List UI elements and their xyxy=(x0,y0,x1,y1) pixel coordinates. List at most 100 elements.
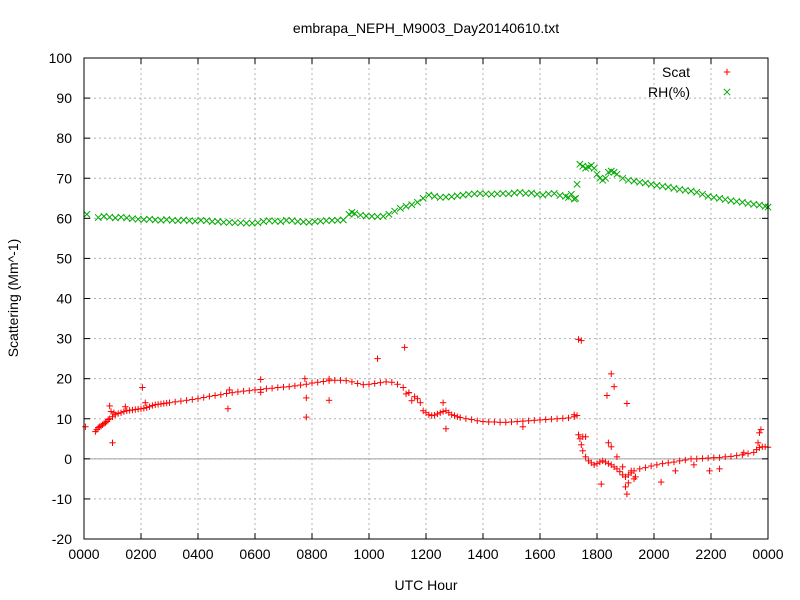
rh-point xyxy=(658,182,667,190)
x-tick-label: 0800 xyxy=(296,546,327,562)
scat-point xyxy=(314,379,321,386)
scat-point xyxy=(365,381,373,388)
scat-point xyxy=(120,408,128,415)
rh-point xyxy=(573,180,581,188)
rh-point xyxy=(299,218,308,226)
scat-point xyxy=(578,337,585,344)
scat-point xyxy=(757,426,765,433)
scat-point xyxy=(146,403,153,410)
scat-point xyxy=(109,439,116,446)
scat-point xyxy=(348,378,356,386)
rh-point xyxy=(710,193,718,202)
rh-point xyxy=(630,177,638,185)
y-tick-label: 80 xyxy=(56,130,72,146)
rh-point xyxy=(590,164,598,172)
scat-point xyxy=(177,397,185,405)
rh-point xyxy=(339,216,347,224)
scat-point xyxy=(360,381,367,388)
legend-label-rh: RH(%) xyxy=(648,84,690,100)
rh-point xyxy=(282,216,290,224)
scat-point xyxy=(716,465,723,473)
rh-point xyxy=(653,181,661,190)
scat-point xyxy=(229,389,236,396)
rh-point xyxy=(556,191,564,200)
scat-point xyxy=(593,460,601,467)
rh-point xyxy=(419,194,427,202)
rh-point xyxy=(402,202,410,210)
scat-point xyxy=(716,454,723,461)
rh-point xyxy=(220,218,228,226)
legend-marker-scat xyxy=(723,68,731,76)
x-tick-label: 2000 xyxy=(638,546,669,562)
scat-point xyxy=(217,391,224,398)
scat-point xyxy=(659,460,666,467)
rh-point xyxy=(755,201,764,209)
scat-point xyxy=(727,453,735,460)
x-tick-label: 0600 xyxy=(239,546,270,562)
rh-point xyxy=(499,189,507,198)
rh-point xyxy=(698,190,707,198)
scat-point xyxy=(605,439,612,446)
scat-point xyxy=(442,425,450,432)
scat-point xyxy=(571,411,578,418)
scat-point xyxy=(408,397,415,404)
scat-point xyxy=(575,336,582,343)
scat-point xyxy=(672,467,679,475)
y-tick-label: 40 xyxy=(56,291,72,307)
rh-point xyxy=(516,188,524,196)
scat-point xyxy=(665,459,672,467)
scat-point xyxy=(331,377,338,384)
rh-point xyxy=(750,200,758,208)
scat-point xyxy=(140,405,148,412)
scat-point xyxy=(354,380,361,387)
rh-point xyxy=(254,219,262,227)
scat-point xyxy=(740,449,747,457)
scat-point xyxy=(619,463,626,471)
legend-marker-rh xyxy=(723,88,731,96)
y-tick-label: -20 xyxy=(52,531,72,547)
rh-point xyxy=(237,219,245,227)
scat-point xyxy=(297,381,304,389)
scat-point xyxy=(325,397,333,404)
scat-point xyxy=(337,377,344,384)
scat-point xyxy=(525,417,532,424)
scat-point xyxy=(508,418,515,426)
rh-point xyxy=(191,217,199,225)
rh-point xyxy=(676,185,684,194)
scat-point xyxy=(183,397,190,404)
rh-point xyxy=(641,179,650,187)
scat-point xyxy=(616,468,623,475)
scat-point xyxy=(431,411,438,419)
scat-point xyxy=(670,458,678,466)
rh-point xyxy=(721,195,729,204)
scat-point xyxy=(405,389,413,396)
rh-point xyxy=(459,191,467,199)
x-tick-label: 0200 xyxy=(125,546,156,562)
scat-point xyxy=(257,389,264,396)
scat-point xyxy=(377,379,384,386)
x-axis-label: UTC Hour xyxy=(394,577,457,593)
rh-point xyxy=(391,207,399,215)
scat-point xyxy=(194,395,202,402)
rh-point xyxy=(453,192,461,200)
scat-point xyxy=(401,344,408,351)
scat-point xyxy=(257,376,264,383)
scat-point xyxy=(400,384,407,391)
scat-point xyxy=(491,418,498,426)
scat-point xyxy=(382,378,390,386)
legend-marker xyxy=(723,88,731,96)
rh-point xyxy=(231,219,239,227)
scat-point xyxy=(623,400,631,407)
rh-point xyxy=(613,170,621,178)
rh-point xyxy=(550,189,558,198)
scat-point xyxy=(575,431,582,438)
scat-point xyxy=(388,379,395,386)
scat-point xyxy=(468,416,475,423)
rh-point xyxy=(487,190,496,198)
rh-point xyxy=(619,174,627,182)
rh-point xyxy=(259,217,268,226)
scat-point xyxy=(439,408,447,415)
scat-point xyxy=(223,390,230,397)
rh-point xyxy=(396,204,404,212)
scat-point xyxy=(166,399,173,406)
